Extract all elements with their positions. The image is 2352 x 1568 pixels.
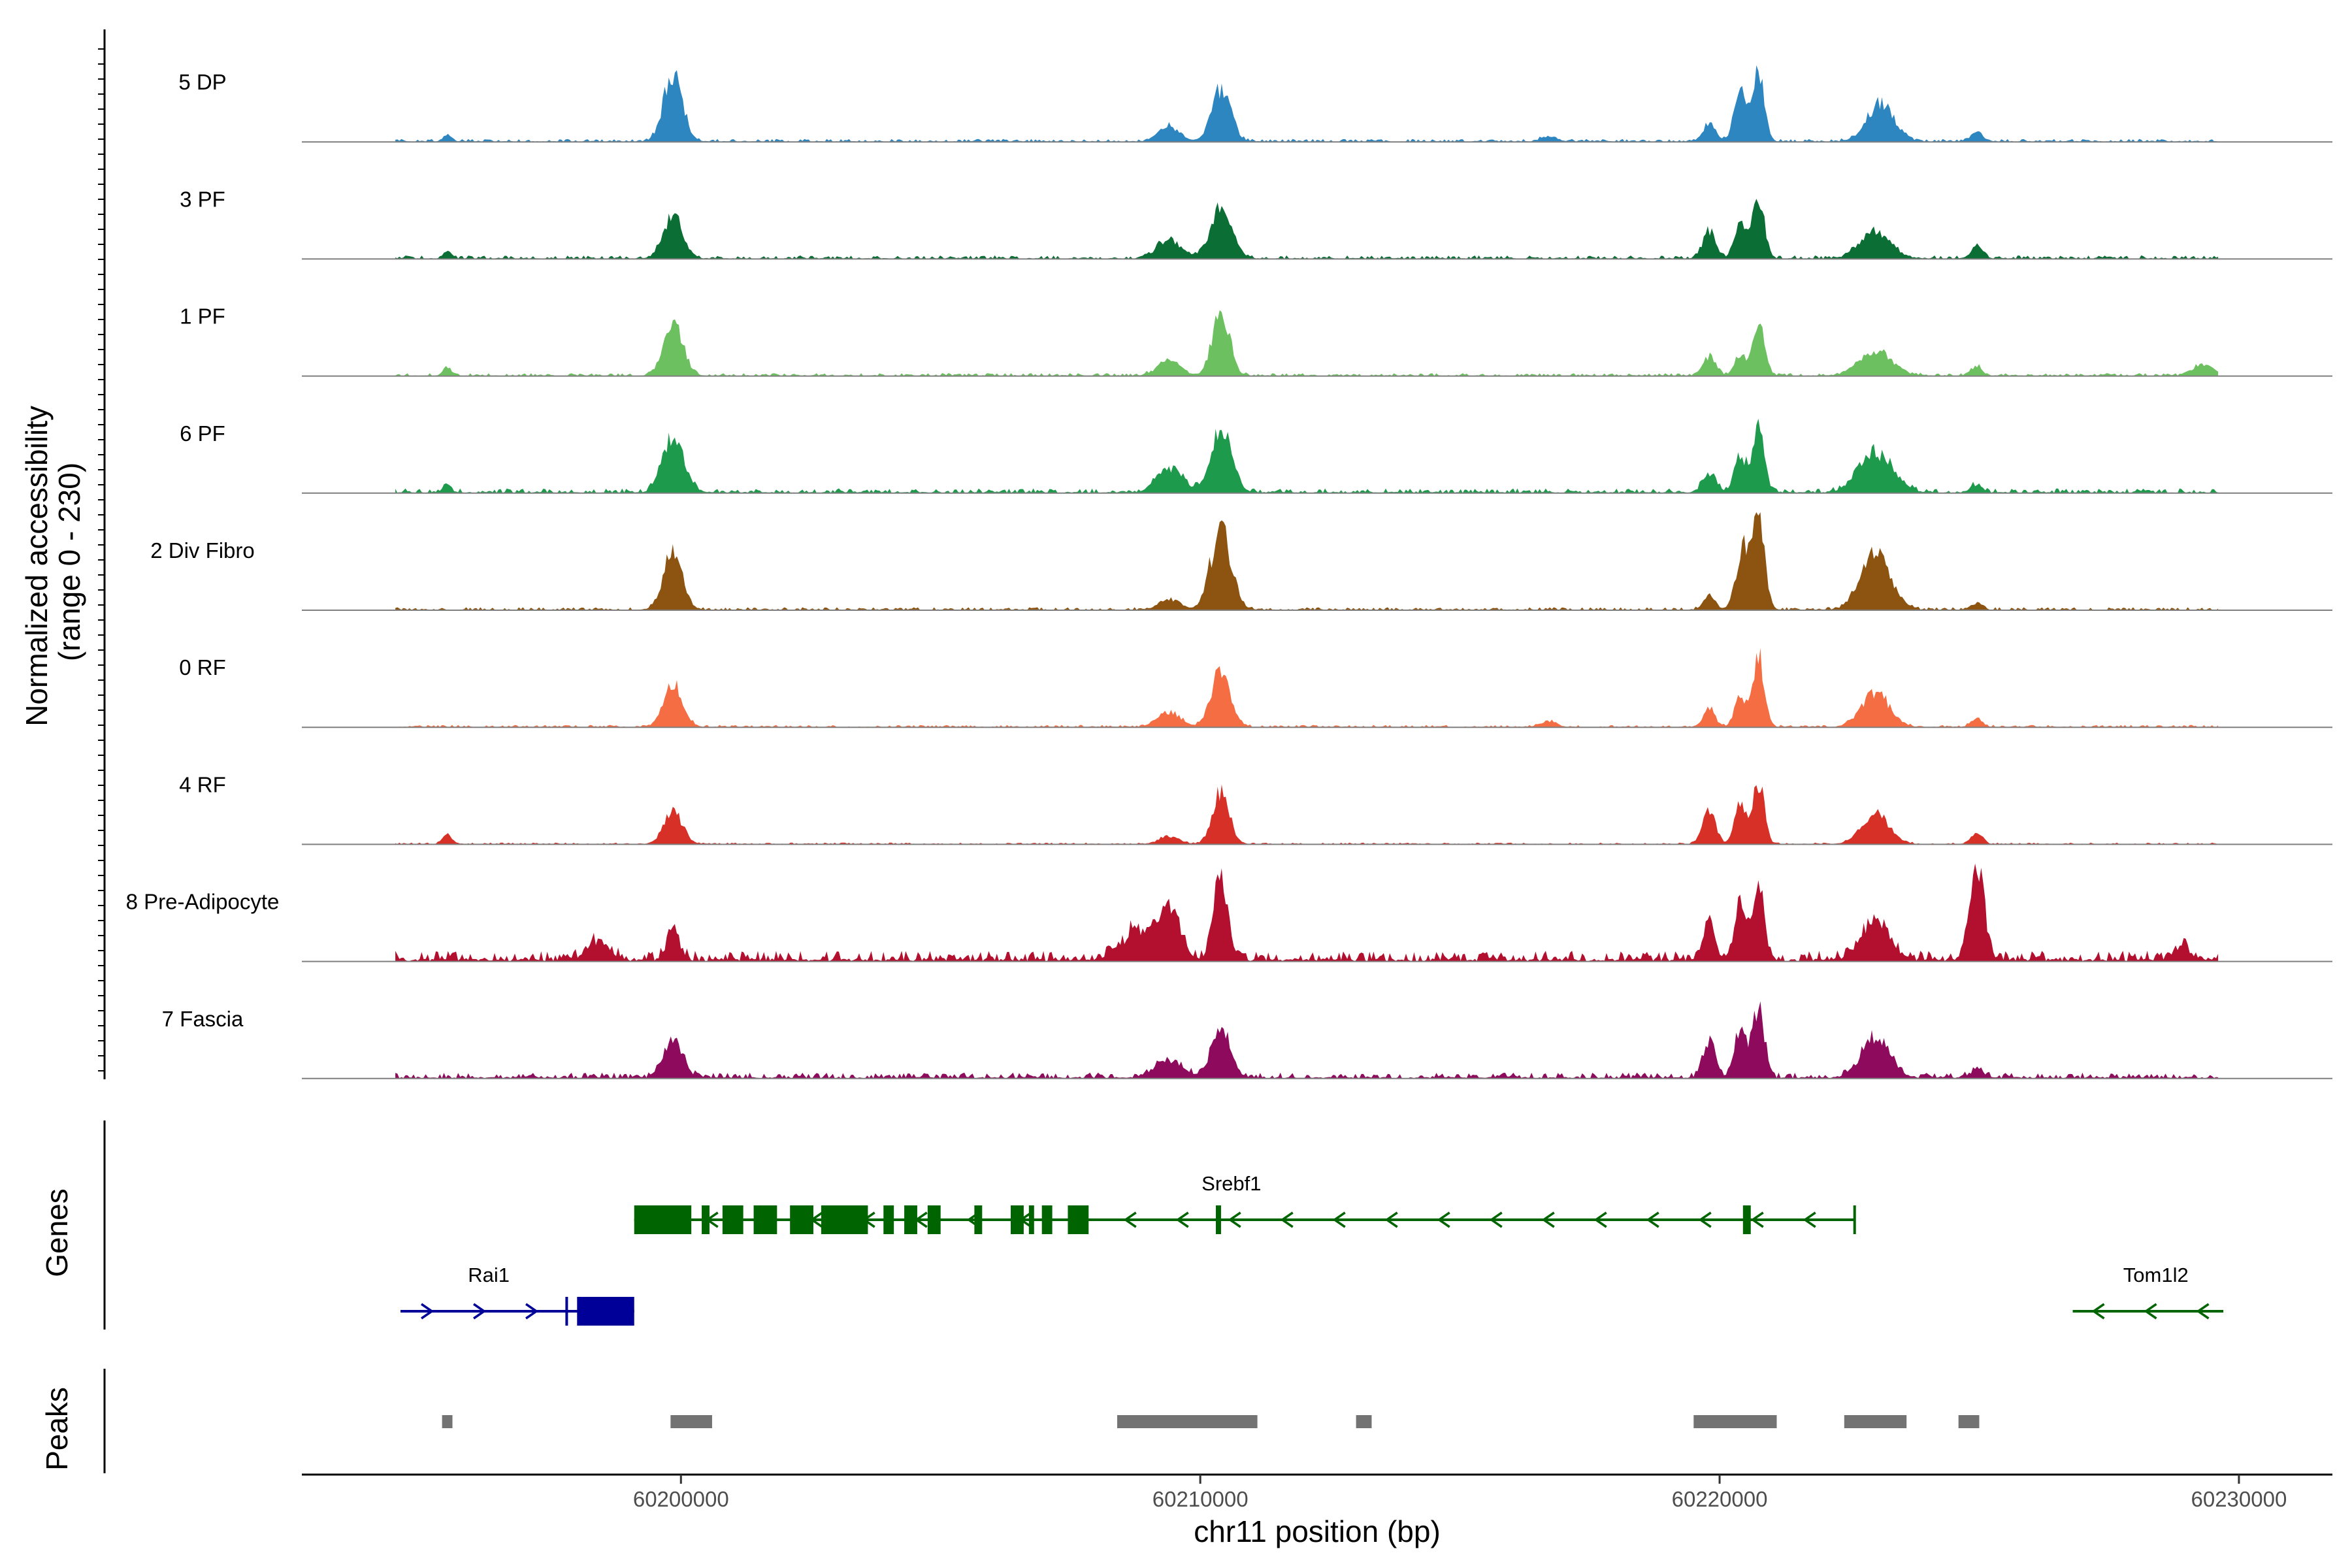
coverage-track: [302, 647, 2332, 728]
strand-arrow: [1175, 1211, 1189, 1228]
strand-arrow: [1541, 1211, 1555, 1228]
strand-arrow: [2144, 1303, 2157, 1320]
strand-arrow: [1750, 1211, 1764, 1228]
x-tick-label: 60220000: [1672, 1487, 1768, 1511]
x-tick-label: 60230000: [2191, 1487, 2287, 1511]
gene-exon: [1028, 1205, 1034, 1234]
track-labels: 5 DP 3 PF 1 PF 6 PF 2 Div Fibro 0 RF 4 RF 8 Pre…: [126, 70, 280, 1031]
y-axis-title-line-1: Normalized accessibility: [20, 406, 54, 727]
strand-arrow: [1593, 1211, 1607, 1228]
y-axis-title-line-2: (range 0 - 230): [52, 463, 86, 661]
coverage-area: [395, 647, 2219, 728]
track-label: 0 RF: [179, 655, 226, 679]
coverage-track: [302, 199, 2332, 260]
gene-exon: [753, 1205, 777, 1234]
coverage-area: [395, 418, 2219, 493]
coverage-track: [302, 310, 2332, 377]
gene-label: Rai1: [468, 1264, 510, 1286]
track-label: 6 PF: [180, 421, 225, 446]
coverage-track: [302, 65, 2332, 143]
coverage-panel: [302, 65, 2332, 1079]
strand-arrow: [1228, 1211, 1241, 1228]
peaks-panel-title: Peaks: [40, 1387, 74, 1471]
peak-region: [1117, 1415, 1258, 1428]
strand-arrow: [1437, 1211, 1450, 1228]
gene-exon: [1041, 1205, 1053, 1234]
coverage-area: [395, 512, 2219, 610]
coverage-track: [302, 418, 2332, 494]
peak-region: [1356, 1415, 1372, 1428]
gene-exon: [974, 1205, 983, 1234]
gene-exon: [883, 1205, 894, 1234]
strand-arrow: [2091, 1303, 2105, 1320]
strand-arrow: [525, 1303, 539, 1320]
strand-arrow: [473, 1303, 487, 1320]
gene-exon: [904, 1205, 917, 1234]
strand-arrow: [1698, 1211, 1712, 1228]
x-axis-title: chr11 position (bp): [1194, 1514, 1441, 1548]
track-label: 1 PF: [180, 304, 225, 329]
gene-exon: [1011, 1205, 1024, 1234]
x-axis: 60200000 60210000 60220000 60230000: [302, 1473, 2332, 1511]
peak-region: [1958, 1415, 1980, 1428]
coverage-area: [395, 863, 2219, 962]
gene-model: Srebf1: [634, 1172, 1856, 1234]
track-label: 5 DP: [178, 70, 226, 94]
x-tick-label: 60200000: [633, 1487, 729, 1511]
axis-titles: Normalized accessibility (range 0 - 230)…: [20, 397, 1441, 1548]
strand-arrow: [1332, 1211, 1346, 1228]
gene-exon: [702, 1205, 710, 1234]
coverage-track: [302, 1001, 2332, 1079]
y-axis-title: Normalized accessibility (range 0 - 230): [20, 397, 86, 727]
coverage-area: [395, 1001, 2219, 1079]
peak-region: [1844, 1415, 1907, 1428]
strand-arrow: [1803, 1211, 1816, 1228]
strand-arrow: [1123, 1211, 1137, 1228]
strand-arrow: [1384, 1211, 1398, 1228]
gene-model: Rai1: [400, 1264, 634, 1326]
coverage-area: [395, 65, 2219, 142]
strand-arrow: [1646, 1211, 1659, 1228]
gene-exon: [1068, 1205, 1089, 1234]
gene-exon: [1742, 1205, 1751, 1234]
strand-arrow: [2196, 1303, 2210, 1320]
coverage-area: [395, 199, 2219, 259]
genes-panel-title: Genes: [40, 1188, 74, 1277]
track-label: 8 Pre-Adipocyte: [126, 890, 280, 914]
gene-model: Tom1l2: [2072, 1264, 2224, 1320]
strand-arrow: [1489, 1211, 1503, 1228]
gene-exon: [722, 1205, 743, 1234]
coverage-area: [395, 310, 2219, 376]
gene-exon: [634, 1205, 692, 1234]
peak-panel: [103, 1369, 1980, 1473]
coverage-y-axis: [98, 29, 106, 1079]
strand-arrow: [1280, 1211, 1294, 1228]
gene-exon: [1215, 1205, 1221, 1234]
peak-region: [670, 1415, 712, 1428]
peak-region: [1693, 1415, 1777, 1428]
gene-exon: [821, 1205, 868, 1234]
coverage-track: [302, 863, 2332, 962]
strand-arrow: [421, 1303, 434, 1320]
track-label: 2 Div Fibro: [150, 538, 255, 563]
coverage-area: [395, 784, 2219, 845]
gene-label: Srebf1: [1201, 1172, 1261, 1195]
gene-exon: [927, 1205, 941, 1234]
gene-exon: [790, 1205, 813, 1234]
track-label: 3 PF: [180, 187, 225, 211]
peak-region: [442, 1415, 453, 1428]
coverage-track: [302, 512, 2332, 611]
track-label: 7 Fascia: [162, 1007, 244, 1031]
gene-label: Tom1l2: [2123, 1264, 2189, 1286]
gene-exon: [577, 1297, 634, 1326]
track-label: 4 RF: [179, 772, 226, 796]
coverage-track: [302, 784, 2332, 845]
gene-panel: Srebf1 Rai1 Tom1l2: [103, 1120, 2224, 1330]
x-tick-label: 60210000: [1152, 1487, 1249, 1511]
